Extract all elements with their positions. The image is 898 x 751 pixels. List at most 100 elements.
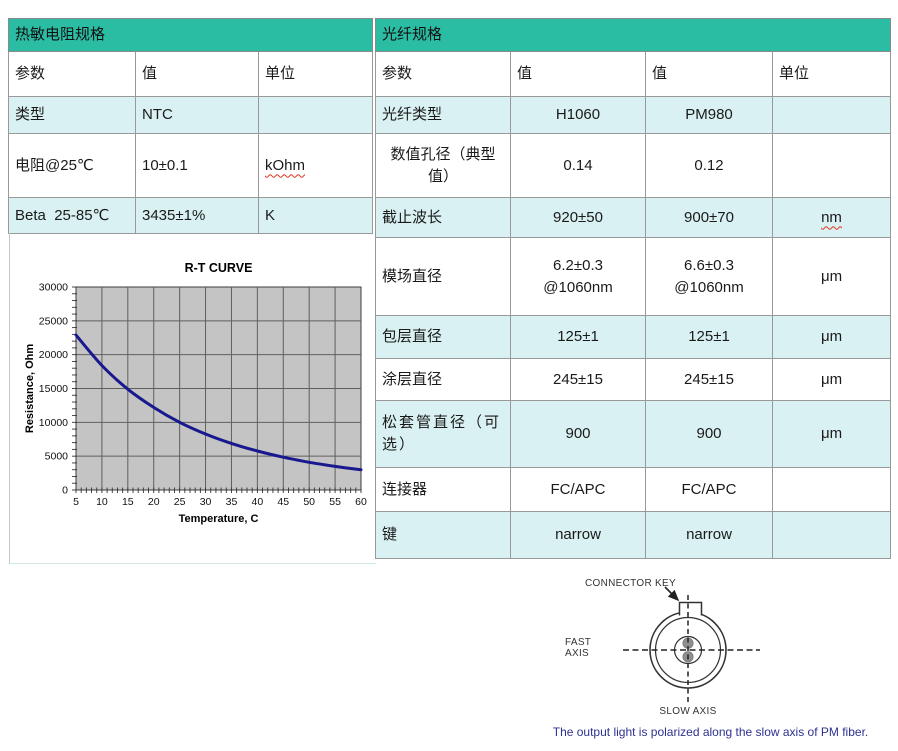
slow-axis-label: SLOW AXIS <box>659 706 717 717</box>
connector-key-arrow <box>664 586 680 602</box>
table-row: 涂层直径 245±15 245±15 μm <box>375 358 892 401</box>
value-cell: 900 <box>510 400 646 468</box>
connector-key-notch <box>678 601 703 616</box>
svg-text:30000: 30000 <box>39 282 68 294</box>
table-row: 热敏电阻规格 <box>7 18 374 52</box>
svg-text:5000: 5000 <box>45 451 69 463</box>
value-cell: NTC <box>135 96 259 134</box>
unit-cell <box>771 96 892 134</box>
unit-cell: nm <box>771 197 892 238</box>
value-cell: 0.14 <box>510 133 646 198</box>
table-title: 热敏电阻规格 <box>7 18 374 52</box>
value-cell: 3435±1% <box>135 197 259 234</box>
value-cell: 125±1 <box>510 315 646 359</box>
svg-text:0: 0 <box>62 485 68 497</box>
value-cell: 6.6±0.3 @1060nm <box>645 237 773 316</box>
unit-cell <box>771 511 892 559</box>
unit-cell: kOhm <box>257 133 374 198</box>
unit-cell: K <box>257 197 374 234</box>
svg-text:Temperature, C: Temperature, C <box>179 513 259 525</box>
param-cell: 键 <box>375 511 511 559</box>
connector-key-label: CONNECTOR KEY <box>585 578 676 589</box>
value-cell: 6.2±0.3 @1060nm <box>510 237 646 316</box>
svg-text:25000: 25000 <box>39 315 68 327</box>
table-row: 类型 NTC <box>8 96 374 134</box>
column-header: 单位 <box>257 51 374 97</box>
value-cell: 920±50 <box>510 197 646 238</box>
unit-cell <box>771 467 892 512</box>
table-title: 光纤规格 <box>374 18 892 52</box>
svg-text:25: 25 <box>174 496 186 508</box>
value-cell: 900±70 <box>645 197 773 238</box>
unit-cell: μm <box>771 315 892 359</box>
column-header: 参数 <box>8 51 136 97</box>
table-row: Beta 25-85℃ 3435±1% K <box>8 197 374 234</box>
value-cell: narrow <box>645 511 773 559</box>
svg-text:30: 30 <box>200 496 212 508</box>
table-row: 模场直径 6.2±0.3 @1060nm 6.6±0.3 @1060nm μm <box>375 237 892 316</box>
column-header: 单位 <box>771 51 892 97</box>
value-cell: 10±0.1 <box>135 133 259 198</box>
param-cell: 涂层直径 <box>375 358 511 401</box>
svg-text:60: 60 <box>355 496 367 508</box>
table-row: 连接器 FC/APC FC/APC <box>375 467 892 512</box>
param-cell: 包层直径 <box>375 315 511 359</box>
column-header: 值 <box>135 51 259 97</box>
column-header: 值 <box>645 51 773 97</box>
connector-face-icon <box>623 586 760 704</box>
param-cell: 数值孔径（典型 值） <box>375 133 511 198</box>
column-header: 参数 <box>375 51 511 97</box>
connector-diagram: CONNECTOR KEY FAST AXIS SLOW AXIS The ou… <box>528 576 893 748</box>
value-cell: 0.12 <box>645 133 773 198</box>
svg-text:10000: 10000 <box>39 417 68 429</box>
svg-text:20: 20 <box>148 496 160 508</box>
value-cell: 245±15 <box>645 358 773 401</box>
table-row: 键 narrow narrow <box>375 511 892 559</box>
param-cell: 松套管直径（可 选） <box>375 400 511 468</box>
param-cell: 类型 <box>8 96 136 134</box>
value-cell: FC/APC <box>645 467 773 512</box>
value-cell: narrow <box>510 511 646 559</box>
fast-axis-label: FAST AXIS <box>565 637 592 659</box>
param-cell: 光纤类型 <box>375 96 511 134</box>
table-row: 参数 值 单位 <box>8 51 374 97</box>
param-cell: 连接器 <box>375 467 511 512</box>
table-row: 数值孔径（典型 值） 0.14 0.12 <box>375 133 892 198</box>
rt-curve-chart: 0 5000 10000 15000 20000 25000 30000 5 10 15 20 25 3… <box>24 261 367 525</box>
value-cell: 245±15 <box>510 358 646 401</box>
svg-text:15: 15 <box>122 496 134 508</box>
svg-text:45: 45 <box>277 496 289 508</box>
table-row: 光纤规格 <box>374 18 892 52</box>
column-header: 值 <box>510 51 646 97</box>
thermistor-spec-table: 热敏电阻规格 参数 值 单位 类型 NTC 电阻@25℃ 10±0.1 kOhm… <box>7 18 374 234</box>
table-row: 参数 值 值 单位 <box>375 51 892 97</box>
unit-cell <box>771 133 892 198</box>
value-cell: FC/APC <box>510 467 646 512</box>
polarization-caption: The output light is polarized along the … <box>552 725 869 739</box>
value-cell: 125±1 <box>645 315 773 359</box>
svg-text:20000: 20000 <box>39 349 68 361</box>
table-row: 光纤类型 H1060 PM980 <box>375 96 892 134</box>
table-row: 截止波长 920±50 900±70 nm <box>375 197 892 238</box>
svg-text:10: 10 <box>96 496 108 508</box>
table-row: 包层直径 125±1 125±1 μm <box>375 315 892 359</box>
svg-text:55: 55 <box>329 496 341 508</box>
value-cell: 900 <box>645 400 773 468</box>
svg-text:50: 50 <box>303 496 315 508</box>
unit-cell: μm <box>771 237 892 316</box>
unit-cell: μm <box>771 400 892 468</box>
param-cell: Beta 25-85℃ <box>8 197 136 234</box>
param-cell: 电阻@25℃ <box>8 133 136 198</box>
unit-cell: μm <box>771 358 892 401</box>
param-cell: 截止波长 <box>375 197 511 238</box>
svg-text:35: 35 <box>226 496 238 508</box>
svg-text:40: 40 <box>252 496 264 508</box>
unit-cell <box>257 96 374 134</box>
svg-text:5: 5 <box>73 496 79 508</box>
param-cell: 模场直径 <box>375 237 511 316</box>
value-cell: H1060 <box>510 96 646 134</box>
chart-frame: 0 5000 10000 15000 20000 25000 30000 5 10 15 20 25 3… <box>9 233 376 564</box>
fiber-spec-table: 光纤规格 参数 值 值 单位 光纤类型 H1060 PM980 数值孔径（典型 … <box>374 18 892 559</box>
svg-text:R-T CURVE: R-T CURVE <box>185 261 253 275</box>
